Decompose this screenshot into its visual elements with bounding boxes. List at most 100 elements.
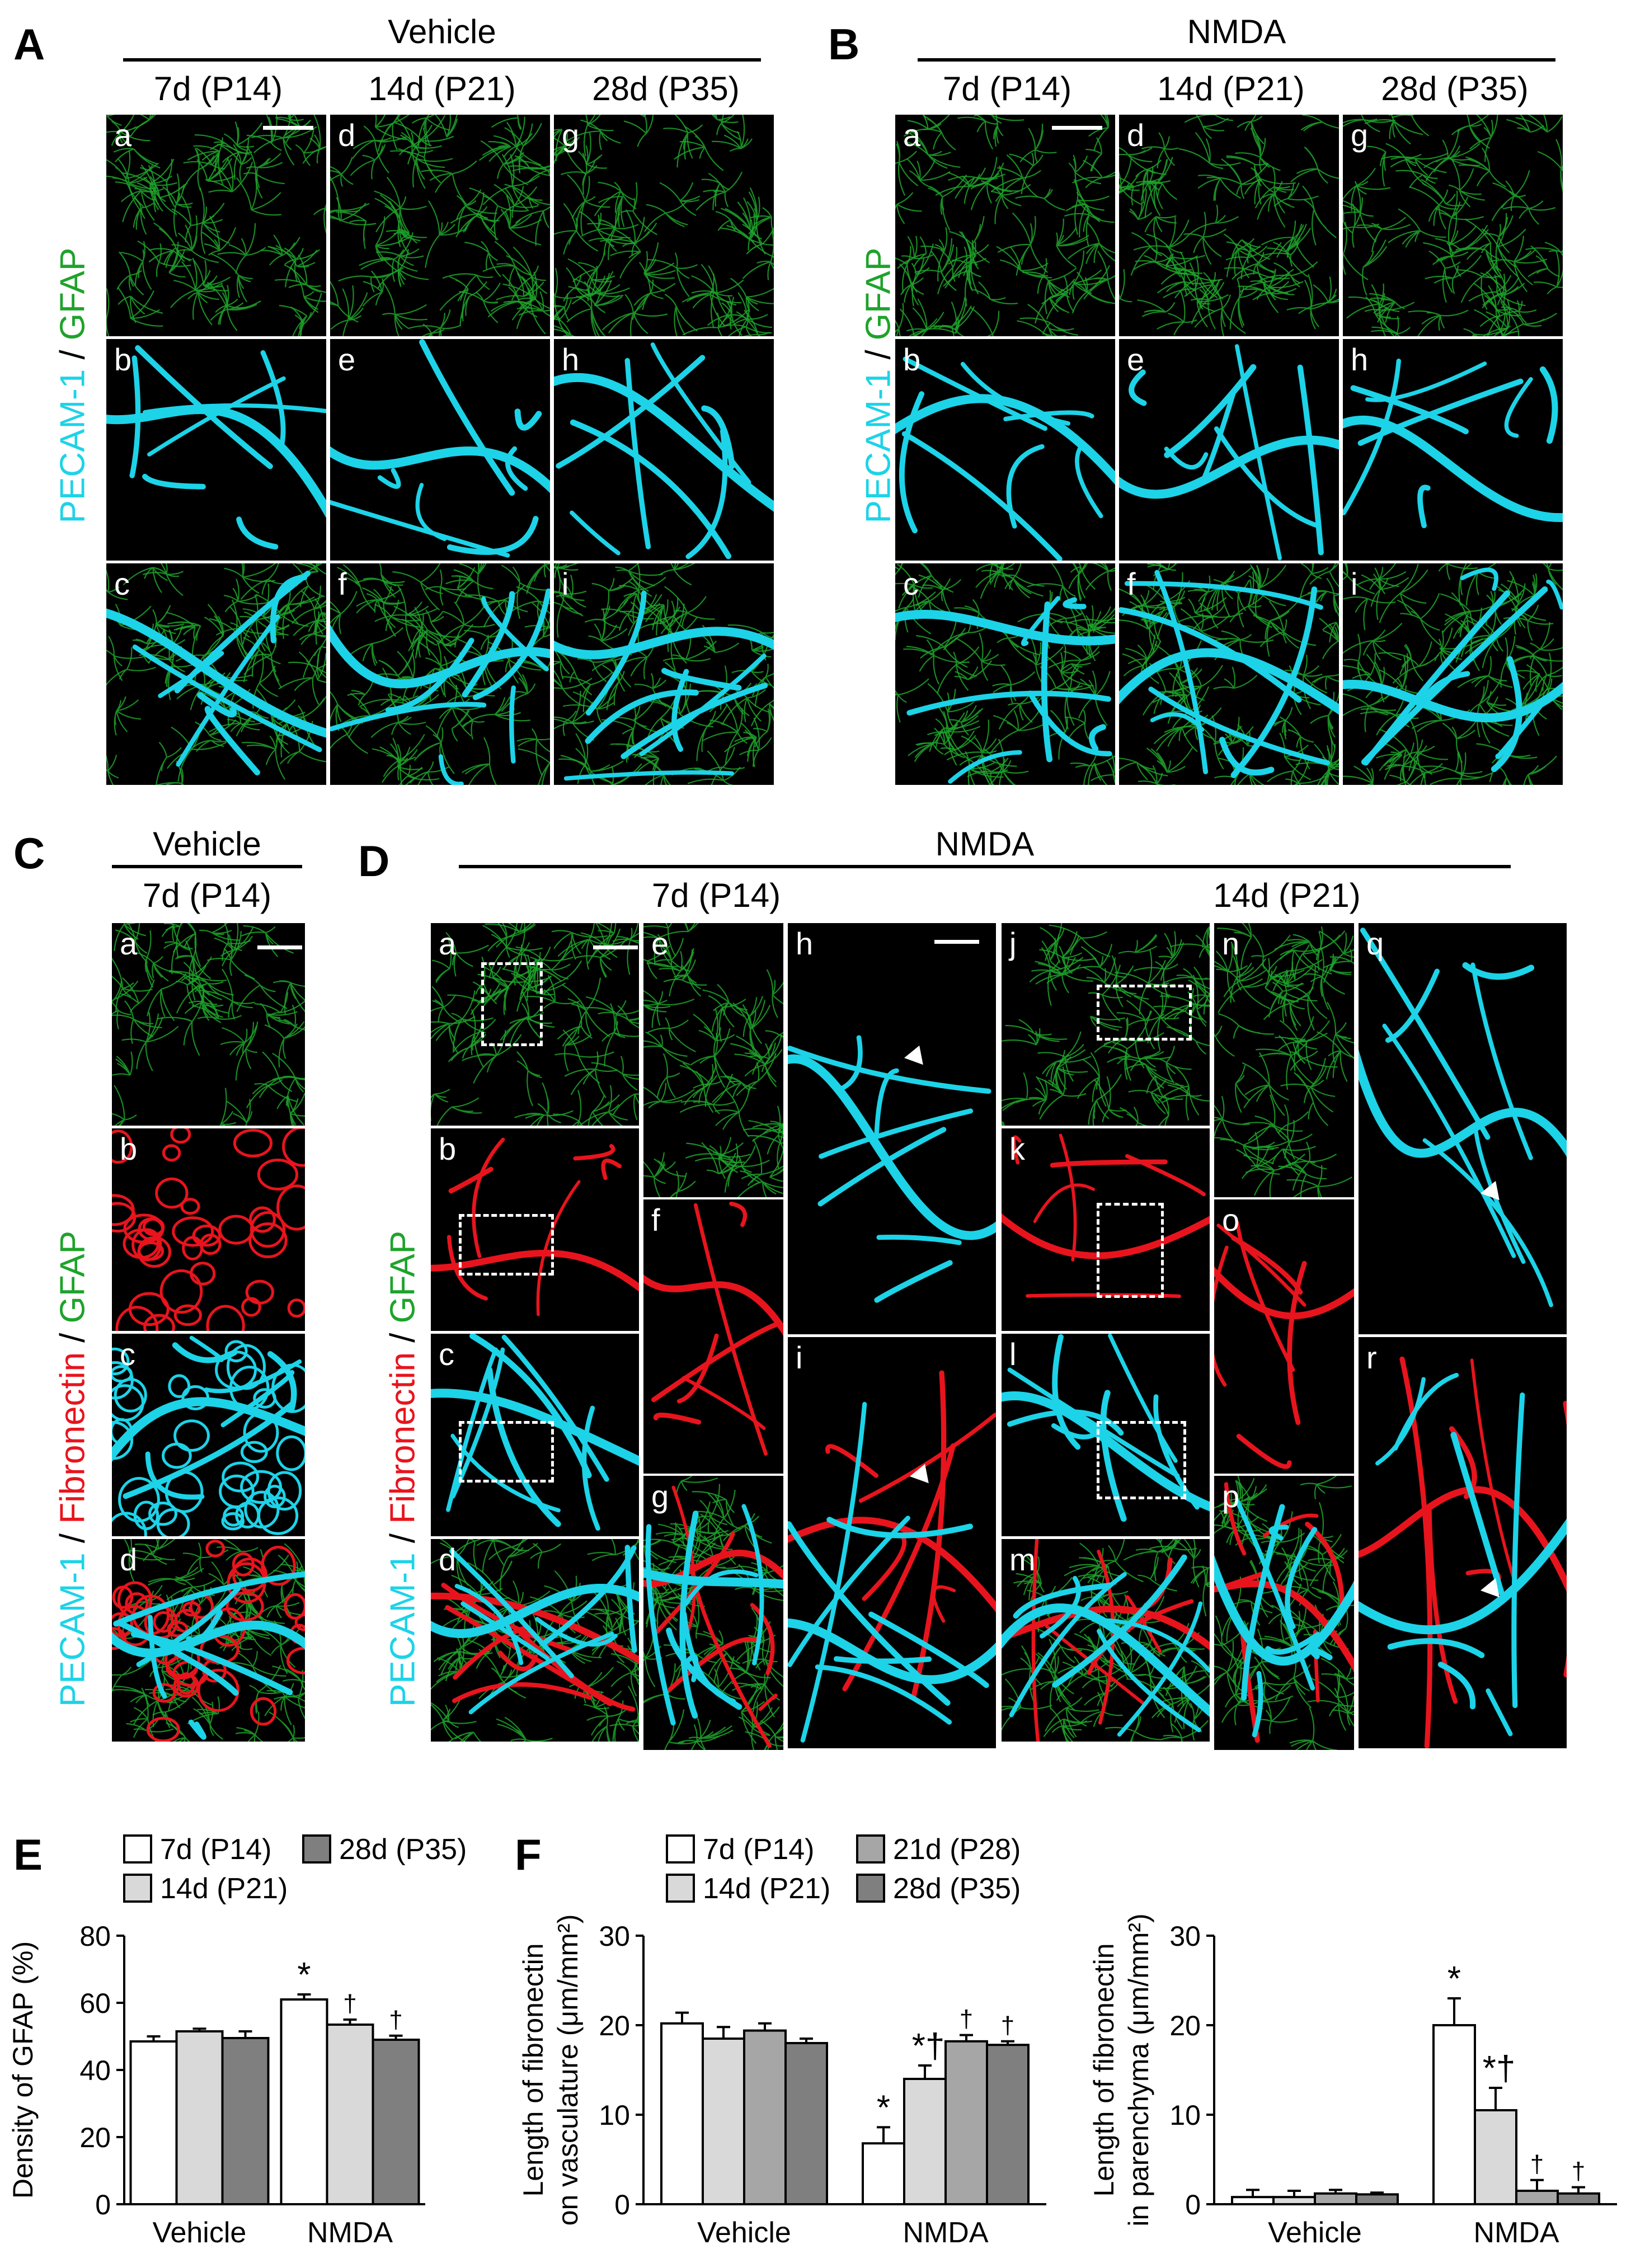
- y-tick-label: 60: [79, 1988, 111, 2019]
- scale-bar: [257, 945, 302, 949]
- bar-vehicle-3: [1355, 2193, 1399, 2205]
- tile-letter: f: [338, 566, 347, 601]
- gridA-tile-e: e: [330, 339, 550, 561]
- x-category-label: NMDA: [307, 2217, 393, 2249]
- bar-nmda-0: [280, 1998, 328, 2205]
- significance-mark: *†: [912, 2027, 945, 2065]
- micrograph-image: [1214, 923, 1354, 1197]
- gridA-tile-b: b: [106, 339, 326, 561]
- y-tick-label: 80: [79, 1921, 111, 1952]
- tile-letter: q: [1366, 926, 1384, 961]
- panel-a-label: A: [13, 20, 45, 69]
- gridA-tile-c: c: [106, 563, 326, 785]
- panel-b-col-2: 14d (P21): [1157, 70, 1305, 107]
- micrograph-image: [112, 1539, 305, 1742]
- panel-e-legend-3: 14d (P21): [123, 1872, 288, 1905]
- bar-nmda-0: [1432, 2024, 1476, 2205]
- panel-c-col: 7d (P14): [142, 877, 272, 914]
- micrograph-image: [1119, 344, 1339, 561]
- significance-mark: *: [1447, 1960, 1461, 1998]
- tile-letter: d: [439, 1542, 457, 1577]
- panel-d-col-2: 14d (P21): [1213, 877, 1361, 914]
- gridD-tile-p: p: [1214, 1476, 1354, 1750]
- legend-swatch: [856, 1834, 885, 1864]
- panel-f-legend-3: 14d (P21): [666, 1872, 830, 1905]
- legend-swatch: [666, 1874, 695, 1903]
- tile-letter: i: [562, 566, 569, 601]
- bar-nmda-2: [372, 2039, 420, 2205]
- y-tick-label: 10: [1169, 2100, 1201, 2131]
- y-tick-label: 20: [599, 2010, 630, 2041]
- tile-letter: c: [120, 1337, 135, 1372]
- legend-swatch: [666, 1834, 695, 1864]
- panel-a-group-title: Vehicle: [388, 13, 496, 50]
- micrograph-image: [895, 563, 1115, 785]
- significance-mark: *: [877, 2088, 890, 2127]
- zoom-region-box: [1097, 985, 1192, 1041]
- error-bar: [1287, 2190, 1301, 2198]
- micrograph-image: [643, 1476, 783, 1750]
- tile-letter: n: [1222, 926, 1240, 961]
- micrograph-image: [330, 563, 550, 785]
- tile-letter: o: [1222, 1202, 1240, 1237]
- gridD-tile-f: f: [643, 1199, 783, 1474]
- micrograph-image: [895, 356, 1115, 561]
- panel-b-ylabel: PECAM-1 / GFAP: [859, 247, 898, 524]
- gridD-tile-b: b: [431, 1128, 639, 1331]
- x-category-label: Vehicle: [153, 2217, 247, 2249]
- bar-nmda-3: [1557, 2192, 1600, 2205]
- tile-letter: a: [439, 926, 457, 961]
- micrograph-image: [431, 1539, 639, 1742]
- tile-letter: r: [1366, 1340, 1377, 1375]
- panel-d-label: D: [358, 836, 390, 886]
- micrograph-image: [1359, 928, 1567, 1307]
- micrograph-image: [643, 1201, 783, 1456]
- tile-letter: g: [651, 1479, 669, 1514]
- micrograph-image: [330, 115, 550, 336]
- panel-f-legend-1: 7d (P14): [666, 1833, 814, 1866]
- tile-letter: e: [651, 926, 669, 961]
- error-bar: [1329, 2189, 1342, 2194]
- zoom-region-box: [481, 962, 543, 1046]
- micrograph-image: [895, 115, 1115, 336]
- micrograph-image: [1214, 1476, 1354, 1750]
- error-bar: [192, 2027, 206, 2031]
- gridD-tile-q: q: [1359, 923, 1567, 1334]
- chart-gfap-density: Density of GFAP (%) 0 20 40 60 80 Vehicle NMDA *…: [7, 1921, 425, 2249]
- tile-letter: k: [1009, 1131, 1025, 1166]
- micrograph-image: [1119, 563, 1339, 785]
- error-bar: [147, 2035, 161, 2041]
- tile-letter: l: [1009, 1337, 1017, 1372]
- y-tick-label: 0: [1185, 2189, 1201, 2220]
- bar-nmda-2: [944, 2040, 988, 2206]
- micrograph-image: [1343, 359, 1563, 529]
- gridA-tile-d: d: [330, 115, 550, 336]
- tile-letter: b: [903, 342, 921, 377]
- y-tick-label: 10: [599, 2100, 630, 2131]
- zoom-region-box: [459, 1421, 554, 1483]
- bar-nmda-3: [986, 2044, 1030, 2205]
- legend-swatch: [856, 1874, 885, 1903]
- error-bar: [1001, 2040, 1014, 2045]
- tile-letter: g: [562, 117, 580, 153]
- significance-mark: *: [297, 1956, 311, 1994]
- tile-letter: i: [1351, 566, 1358, 601]
- gridB-tile-f: f: [1119, 563, 1339, 785]
- error-bar: [877, 2126, 890, 2144]
- y-tick-label: 30: [599, 1921, 630, 1952]
- panel-b-col-1: 7d (P14): [942, 70, 1072, 107]
- x-category-label: Vehicle: [1268, 2217, 1362, 2249]
- gridB-tile-d: d: [1119, 115, 1339, 336]
- y-tick-label: 40: [79, 2055, 111, 2086]
- legend-swatch: [123, 1874, 152, 1903]
- gridD-tile-n: n: [1214, 923, 1354, 1197]
- tile-letter: m: [1009, 1542, 1036, 1577]
- tile-letter: d: [338, 117, 356, 153]
- panel-b-group-title: NMDA: [1187, 13, 1286, 50]
- significance-mark: *†: [1483, 2049, 1516, 2088]
- gridD-tile-g: g: [643, 1476, 783, 1750]
- scale-bar: [263, 126, 313, 130]
- micrograph-image: [112, 1128, 305, 1331]
- error-bar: [800, 2038, 813, 2043]
- panel-d-rule: [459, 865, 1511, 868]
